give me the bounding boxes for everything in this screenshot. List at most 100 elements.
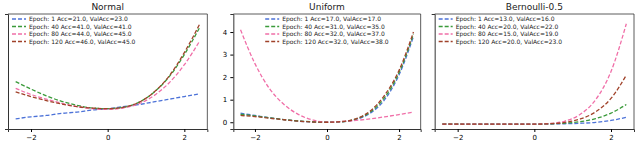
x-tick: 0 bbox=[106, 129, 110, 142]
title: Uniform bbox=[309, 2, 345, 12]
legend-swatch bbox=[12, 18, 26, 19]
legend: Epoch: 1 Acc=21.0, ValAcc=23.0Epoch: 40 … bbox=[12, 15, 136, 46]
x-tick: 2 bbox=[183, 129, 187, 142]
x-tick-label: 2 bbox=[397, 134, 401, 142]
legend-swatch bbox=[439, 33, 453, 34]
x-tick-label: 0 bbox=[533, 134, 537, 142]
figure: Normal −2 0 2 Epoch: 1 Acc=21.0, ValAcc=23.0… bbox=[0, 0, 640, 145]
plot-area bbox=[16, 24, 200, 119]
series-line bbox=[241, 37, 414, 123]
legend: Epoch: 1 Acc=13.0, ValAcc=16.0Epoch: 40 … bbox=[439, 15, 563, 46]
y-axis-line bbox=[432, 15, 436, 130]
x-tick-mark bbox=[184, 129, 185, 132]
legend-item: Epoch: 120 Acc=46.0, ValAcc=45.0 bbox=[12, 38, 136, 46]
y-tick: 0 bbox=[223, 119, 233, 127]
legend-item: Epoch: 120 Acc=32.0, ValAcc=38.0 bbox=[265, 38, 389, 46]
y-tick-label: 1 bbox=[223, 96, 227, 104]
x-axis: −2 0 2 bbox=[435, 129, 634, 142]
y-tick-mark bbox=[230, 55, 233, 56]
x-tick-mark bbox=[399, 129, 400, 132]
x-tick: −2 bbox=[453, 129, 463, 142]
x-tick-mark bbox=[458, 129, 459, 132]
x-tick-label: −2 bbox=[250, 134, 260, 142]
series-line bbox=[241, 30, 414, 122]
legend-swatch bbox=[12, 26, 26, 27]
y-axis-line bbox=[5, 15, 9, 130]
series-line bbox=[442, 105, 626, 125]
y-tick-mark bbox=[230, 100, 233, 101]
x-tick-label: 0 bbox=[106, 134, 110, 142]
legend-swatch bbox=[12, 41, 26, 42]
x-tick-mark bbox=[108, 129, 109, 132]
legend-swatch bbox=[265, 41, 279, 42]
x-tick-mark bbox=[327, 129, 328, 132]
legend-swatch bbox=[265, 33, 279, 34]
title: Bernoulli-0.5 bbox=[506, 2, 563, 12]
series-line bbox=[442, 24, 626, 124]
x-tick-label: −2 bbox=[26, 134, 36, 142]
plot-area bbox=[442, 24, 626, 124]
y-tick: 4 bbox=[223, 29, 233, 37]
y-tick: 1 bbox=[223, 96, 233, 104]
y-tick: 3 bbox=[223, 51, 233, 59]
series-line bbox=[241, 34, 414, 122]
x-axis-line bbox=[435, 130, 634, 133]
plot-area bbox=[241, 30, 414, 122]
legend-swatch bbox=[265, 18, 279, 19]
x-tick-mark bbox=[534, 129, 535, 132]
y-tick-label: 0 bbox=[223, 119, 227, 127]
x-tick: −2 bbox=[250, 129, 260, 142]
series-line bbox=[442, 75, 626, 124]
frame bbox=[8, 14, 207, 129]
y-tick-mark bbox=[230, 32, 233, 33]
x-axis-line bbox=[234, 130, 421, 133]
legend-item: Epoch: 120 Acc=20.0, ValAcc=23.0 bbox=[439, 38, 563, 46]
x-axis: −2 0 2 bbox=[234, 129, 421, 142]
y-tick-label: 3 bbox=[223, 51, 227, 59]
series-line bbox=[16, 28, 200, 109]
title: Normal bbox=[91, 2, 124, 12]
series-line bbox=[16, 24, 200, 109]
series-line bbox=[16, 94, 200, 119]
y-axis-line bbox=[230, 15, 234, 130]
panel: Uniform −2 0 2 0 1 2 3 4 Epoch: 1 Acc=17.0, ValAc… bbox=[223, 2, 421, 142]
y-tick: 2 bbox=[223, 74, 233, 82]
x-tick: 0 bbox=[325, 129, 329, 142]
series-line bbox=[241, 32, 414, 122]
legend-swatch bbox=[439, 41, 453, 42]
legend-label: Epoch: 120 Acc=32.0, ValAcc=38.0 bbox=[282, 38, 389, 46]
x-tick-label: 2 bbox=[183, 134, 187, 142]
x-tick: 0 bbox=[533, 129, 537, 142]
legend-label: Epoch: 120 Acc=46.0, ValAcc=45.0 bbox=[29, 38, 136, 46]
y-axis: 0 1 2 3 4 bbox=[223, 15, 234, 130]
legend-label: Epoch: 120 Acc=20.0, ValAcc=23.0 bbox=[456, 38, 563, 46]
x-tick-mark bbox=[255, 129, 256, 132]
x-tick: 2 bbox=[397, 129, 401, 142]
frame bbox=[435, 14, 634, 129]
x-tick: −2 bbox=[26, 129, 36, 142]
x-tick-label: −2 bbox=[453, 134, 463, 142]
legend-swatch bbox=[12, 33, 26, 34]
y-tick-label: 2 bbox=[223, 74, 227, 82]
panel: Bernoulli-0.5 −2 0 2 Epoch: 1 Acc=13.0, ValA… bbox=[432, 2, 635, 142]
x-tick-mark bbox=[31, 129, 32, 132]
y-axis bbox=[432, 15, 436, 130]
legend-swatch bbox=[265, 26, 279, 27]
frame bbox=[233, 14, 420, 129]
y-tick-mark bbox=[230, 122, 233, 123]
x-axis: −2 0 2 bbox=[9, 129, 208, 142]
x-tick-label: 0 bbox=[325, 134, 329, 142]
series-line bbox=[16, 41, 200, 109]
x-tick-mark bbox=[611, 129, 612, 132]
panel: Normal −2 0 2 Epoch: 1 Acc=21.0, ValAcc=23.0… bbox=[5, 2, 208, 142]
series-line bbox=[442, 117, 626, 124]
y-axis bbox=[5, 15, 9, 130]
legend: Epoch: 1 Acc=17.0, ValAcc=17.0Epoch: 40 … bbox=[265, 15, 389, 46]
x-tick-label: 2 bbox=[609, 134, 613, 142]
x-axis-line bbox=[9, 130, 208, 133]
x-tick: 2 bbox=[609, 129, 613, 142]
y-tick-label: 4 bbox=[223, 29, 228, 37]
y-tick-mark bbox=[230, 77, 233, 78]
legend-swatch bbox=[439, 26, 453, 27]
legend-swatch bbox=[439, 18, 453, 19]
